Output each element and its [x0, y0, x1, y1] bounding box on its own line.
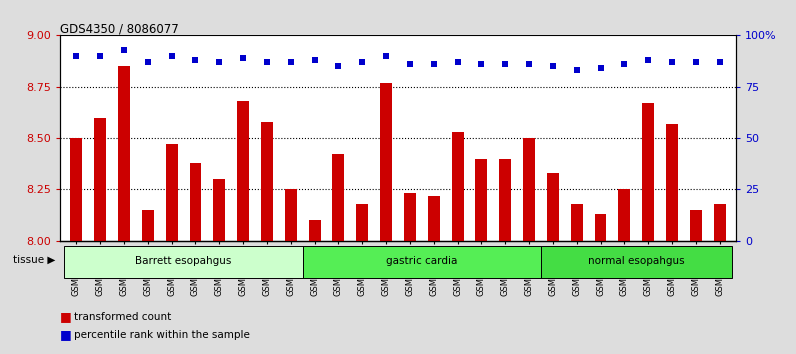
Bar: [666, 124, 678, 241]
Text: Barrett esopahgus: Barrett esopahgus: [135, 256, 232, 266]
Bar: [427, 195, 439, 241]
Point: [594, 65, 607, 71]
Point: [284, 59, 297, 65]
Point: [189, 57, 202, 63]
Bar: [475, 159, 487, 241]
Bar: [714, 204, 726, 241]
Point: [236, 55, 249, 61]
Bar: [142, 210, 154, 241]
Point: [665, 59, 678, 65]
Bar: [309, 220, 321, 241]
Bar: [595, 214, 607, 241]
Text: ■: ■: [60, 310, 72, 323]
Point: [451, 59, 464, 65]
Point: [570, 68, 583, 73]
Point: [380, 53, 392, 59]
Bar: [523, 138, 535, 241]
Bar: [690, 210, 702, 241]
Point: [642, 57, 654, 63]
Bar: [70, 138, 82, 241]
Point: [427, 61, 440, 67]
Text: gastric cardia: gastric cardia: [386, 256, 458, 266]
Bar: [547, 173, 559, 241]
Point: [260, 59, 273, 65]
Point: [94, 53, 107, 59]
Point: [118, 47, 131, 53]
Bar: [404, 194, 416, 241]
Point: [499, 61, 512, 67]
Bar: [213, 179, 225, 241]
Bar: [285, 189, 297, 241]
Point: [70, 53, 83, 59]
Bar: [189, 163, 201, 241]
Bar: [333, 154, 345, 241]
Bar: [94, 118, 106, 241]
Point: [475, 61, 488, 67]
Bar: [499, 159, 511, 241]
Bar: [618, 189, 630, 241]
Bar: [261, 122, 273, 241]
Text: tissue ▶: tissue ▶: [14, 255, 56, 265]
Point: [166, 53, 178, 59]
Point: [523, 61, 536, 67]
Point: [618, 61, 630, 67]
Point: [713, 59, 726, 65]
Bar: [451, 132, 463, 241]
Text: normal esopahgus: normal esopahgus: [588, 256, 685, 266]
Bar: [166, 144, 178, 241]
Point: [213, 59, 226, 65]
Text: transformed count: transformed count: [73, 312, 171, 322]
Bar: [541, 246, 732, 278]
Text: GDS4350 / 8086077: GDS4350 / 8086077: [60, 22, 178, 35]
Text: percentile rank within the sample: percentile rank within the sample: [73, 330, 249, 339]
Bar: [571, 204, 583, 241]
Point: [142, 59, 154, 65]
Text: ■: ■: [60, 328, 72, 341]
Point: [308, 57, 321, 63]
Bar: [357, 204, 369, 241]
Point: [404, 61, 416, 67]
Bar: [237, 101, 249, 241]
Bar: [642, 103, 654, 241]
Point: [332, 63, 345, 69]
Bar: [302, 246, 541, 278]
Point: [689, 59, 702, 65]
Point: [356, 59, 369, 65]
Point: [547, 63, 560, 69]
Bar: [64, 246, 302, 278]
Bar: [118, 66, 130, 241]
Bar: [380, 82, 392, 241]
